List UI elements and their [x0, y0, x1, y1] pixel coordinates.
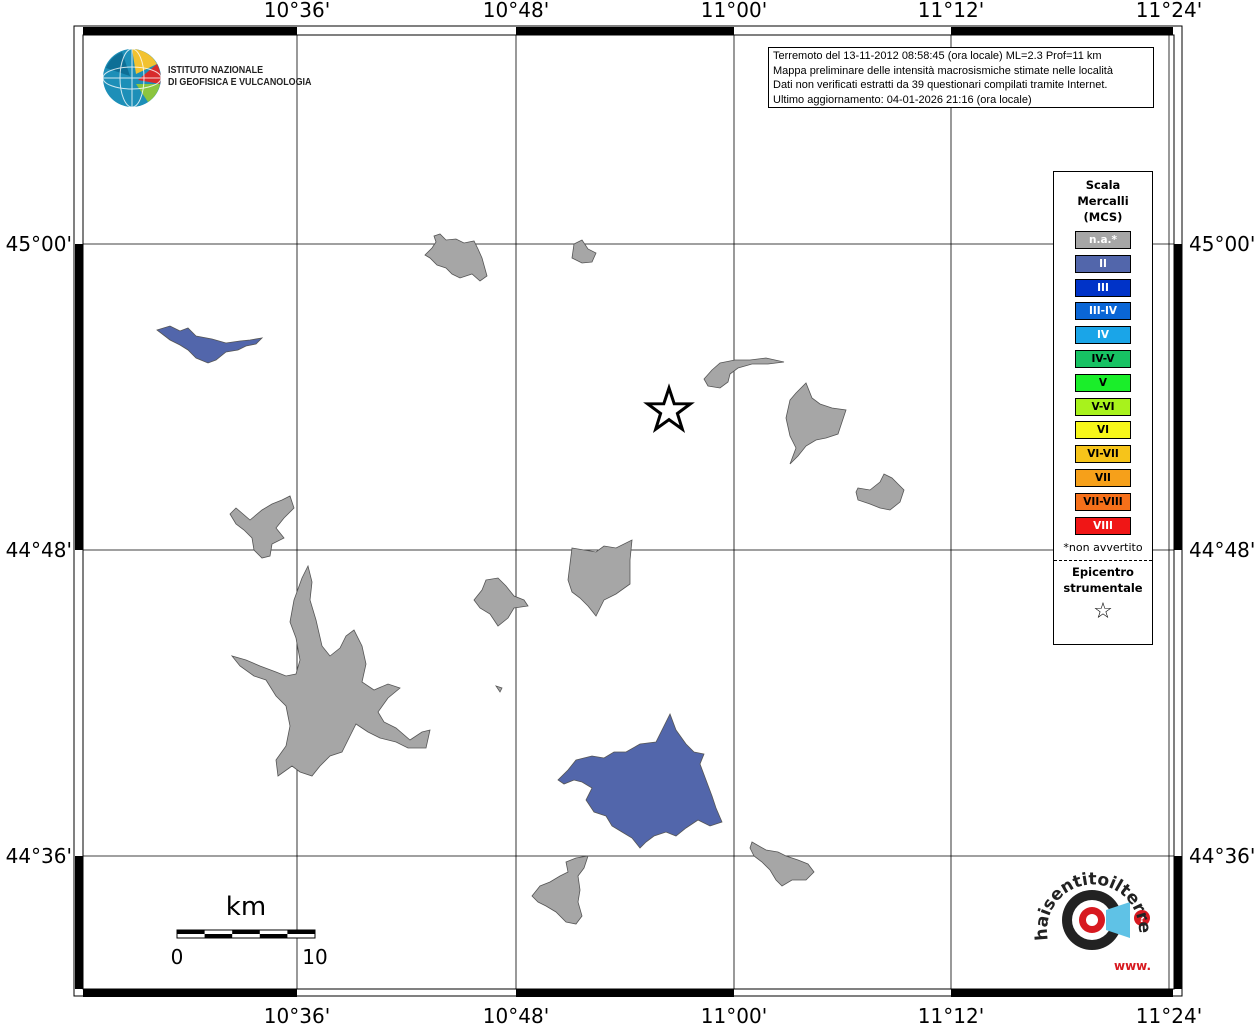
hst-question-icon: ?: [1139, 914, 1145, 925]
lon-label-bottom-2: 10°48': [483, 1004, 549, 1024]
region-na-3: [703, 357, 785, 389]
legend-separator: [1054, 559, 1152, 561]
mcs-legend: Scala Mercalli (MCS) n.a.* II III III-IV IV I…: [1053, 171, 1153, 645]
lat-label-left-2: 44°48': [6, 538, 72, 562]
region-na-6: [229, 495, 295, 559]
lon-label-bottom-5: 11°24': [1136, 1004, 1202, 1024]
legend-item-v-vi: V-VI: [1075, 397, 1131, 416]
graticule: [83, 35, 1174, 989]
scale-bar-unit: km: [226, 892, 266, 922]
lon-label-top-3: 11°00': [701, 0, 767, 22]
lon-label-top-1: 10°36': [264, 0, 330, 22]
legend-item-vii-viii: VII-VIII: [1075, 492, 1131, 511]
lat-label-left-1: 45°00': [6, 232, 72, 256]
region-na-1: [424, 233, 488, 282]
lon-label-bottom-4: 11°12': [918, 1004, 984, 1024]
legend-epicenter-line2: strumentale: [1063, 580, 1143, 595]
lat-label-left-3: 44°36': [6, 844, 72, 868]
legend-note: *non avvertito: [1063, 540, 1143, 554]
legend-item-v: V: [1075, 373, 1131, 392]
lat-label-right-2: 44°48': [1189, 538, 1255, 562]
scale-bar-end: 10: [302, 945, 327, 969]
legend-item-vi: VI: [1075, 421, 1131, 440]
region-na-12: [531, 855, 589, 925]
frame-checker-border: [75, 27, 1182, 997]
region-na-8: [473, 577, 529, 627]
lon-label-bottom-3: 11°00': [701, 1004, 767, 1024]
info-line-4: Ultimo aggiornamento: 04-01-2026 21:16 (…: [773, 93, 1032, 106]
region-na-4: [785, 382, 847, 465]
info-line-1: Terremoto del 13-11-2012 08:58:45 (ora l…: [773, 50, 1102, 62]
lat-label-right-1: 45°00': [1189, 232, 1255, 256]
region-na-10: [495, 685, 503, 693]
ingv-globe-icon: [102, 48, 162, 108]
region-II-1: [156, 325, 264, 364]
lon-label-top-2: 10°48': [483, 0, 549, 22]
legend-epicenter-title: Epicentro strumentale: [1054, 564, 1152, 596]
epicenter-star-icon: [643, 383, 695, 434]
region-II-2: [557, 713, 723, 849]
legend-item-n-a-: n.a.*: [1075, 231, 1131, 249]
legend-title-line2: Mercalli: [1077, 194, 1129, 208]
info-line-3: Dati non verificati estratti da 39 quest…: [773, 79, 1108, 91]
legend-items: n.a.* II III III-IV IV IV-V V V-VI VI VI-VII VII VI…: [1054, 231, 1152, 535]
ingv-logo: ISTITUTO NAZIONALE DI GEOFISICA E VULCAN…: [102, 48, 322, 110]
map-inner-frame: [82, 34, 1175, 990]
lon-label-top-4: 11°12': [918, 0, 984, 22]
hst-logo-www: www.: [1114, 959, 1151, 973]
legend-title-line1: Scala: [1085, 178, 1121, 192]
lat-label-right-3: 44°36': [1189, 844, 1255, 868]
scale-bar-start: 0: [171, 945, 184, 969]
legend-item-ii: II: [1075, 254, 1131, 273]
region-na-9: [230, 564, 431, 777]
region-na-7: [567, 539, 633, 617]
region-na-11: [749, 841, 815, 887]
haisentito-logo: ? haisentitoilterremoto.it www.: [1030, 862, 1154, 973]
legend-title-line3: (MCS): [1083, 210, 1123, 224]
legend-item-viii: VIII: [1075, 516, 1131, 535]
lon-label-top-5: 11°24': [1136, 0, 1202, 22]
earthquake-info-box: Terremoto del 13-11-2012 08:58:45 (ora l…: [768, 47, 1154, 108]
legend-epicenter-line1: Epicentro: [1072, 564, 1134, 579]
legend-title: Scala Mercalli (MCS): [1054, 177, 1152, 225]
legend-star-icon: ☆: [1093, 598, 1113, 624]
ingv-name-line1: ISTITUTO NAZIONALE: [168, 64, 264, 76]
scale-bar: km 0 10: [171, 892, 328, 969]
legend-item-iv: IV: [1075, 326, 1131, 345]
region-na-5: [855, 473, 905, 511]
region-na-2: [571, 239, 597, 264]
lon-label-bottom-1: 10°36': [264, 1004, 330, 1024]
legend-item-iv-v: IV-V: [1075, 349, 1131, 368]
legend-item-iii: III: [1075, 278, 1131, 297]
ingv-name-line2: DI GEOFISICA E VULCANOLOGIA: [168, 76, 312, 88]
info-line-2: Mappa preliminare delle intensità macros…: [773, 64, 1113, 77]
legend-item-vi-vii: VI-VII: [1075, 445, 1131, 464]
legend-item-vii: VII: [1075, 468, 1131, 487]
legend-item-iii-iv: III-IV: [1075, 302, 1131, 321]
